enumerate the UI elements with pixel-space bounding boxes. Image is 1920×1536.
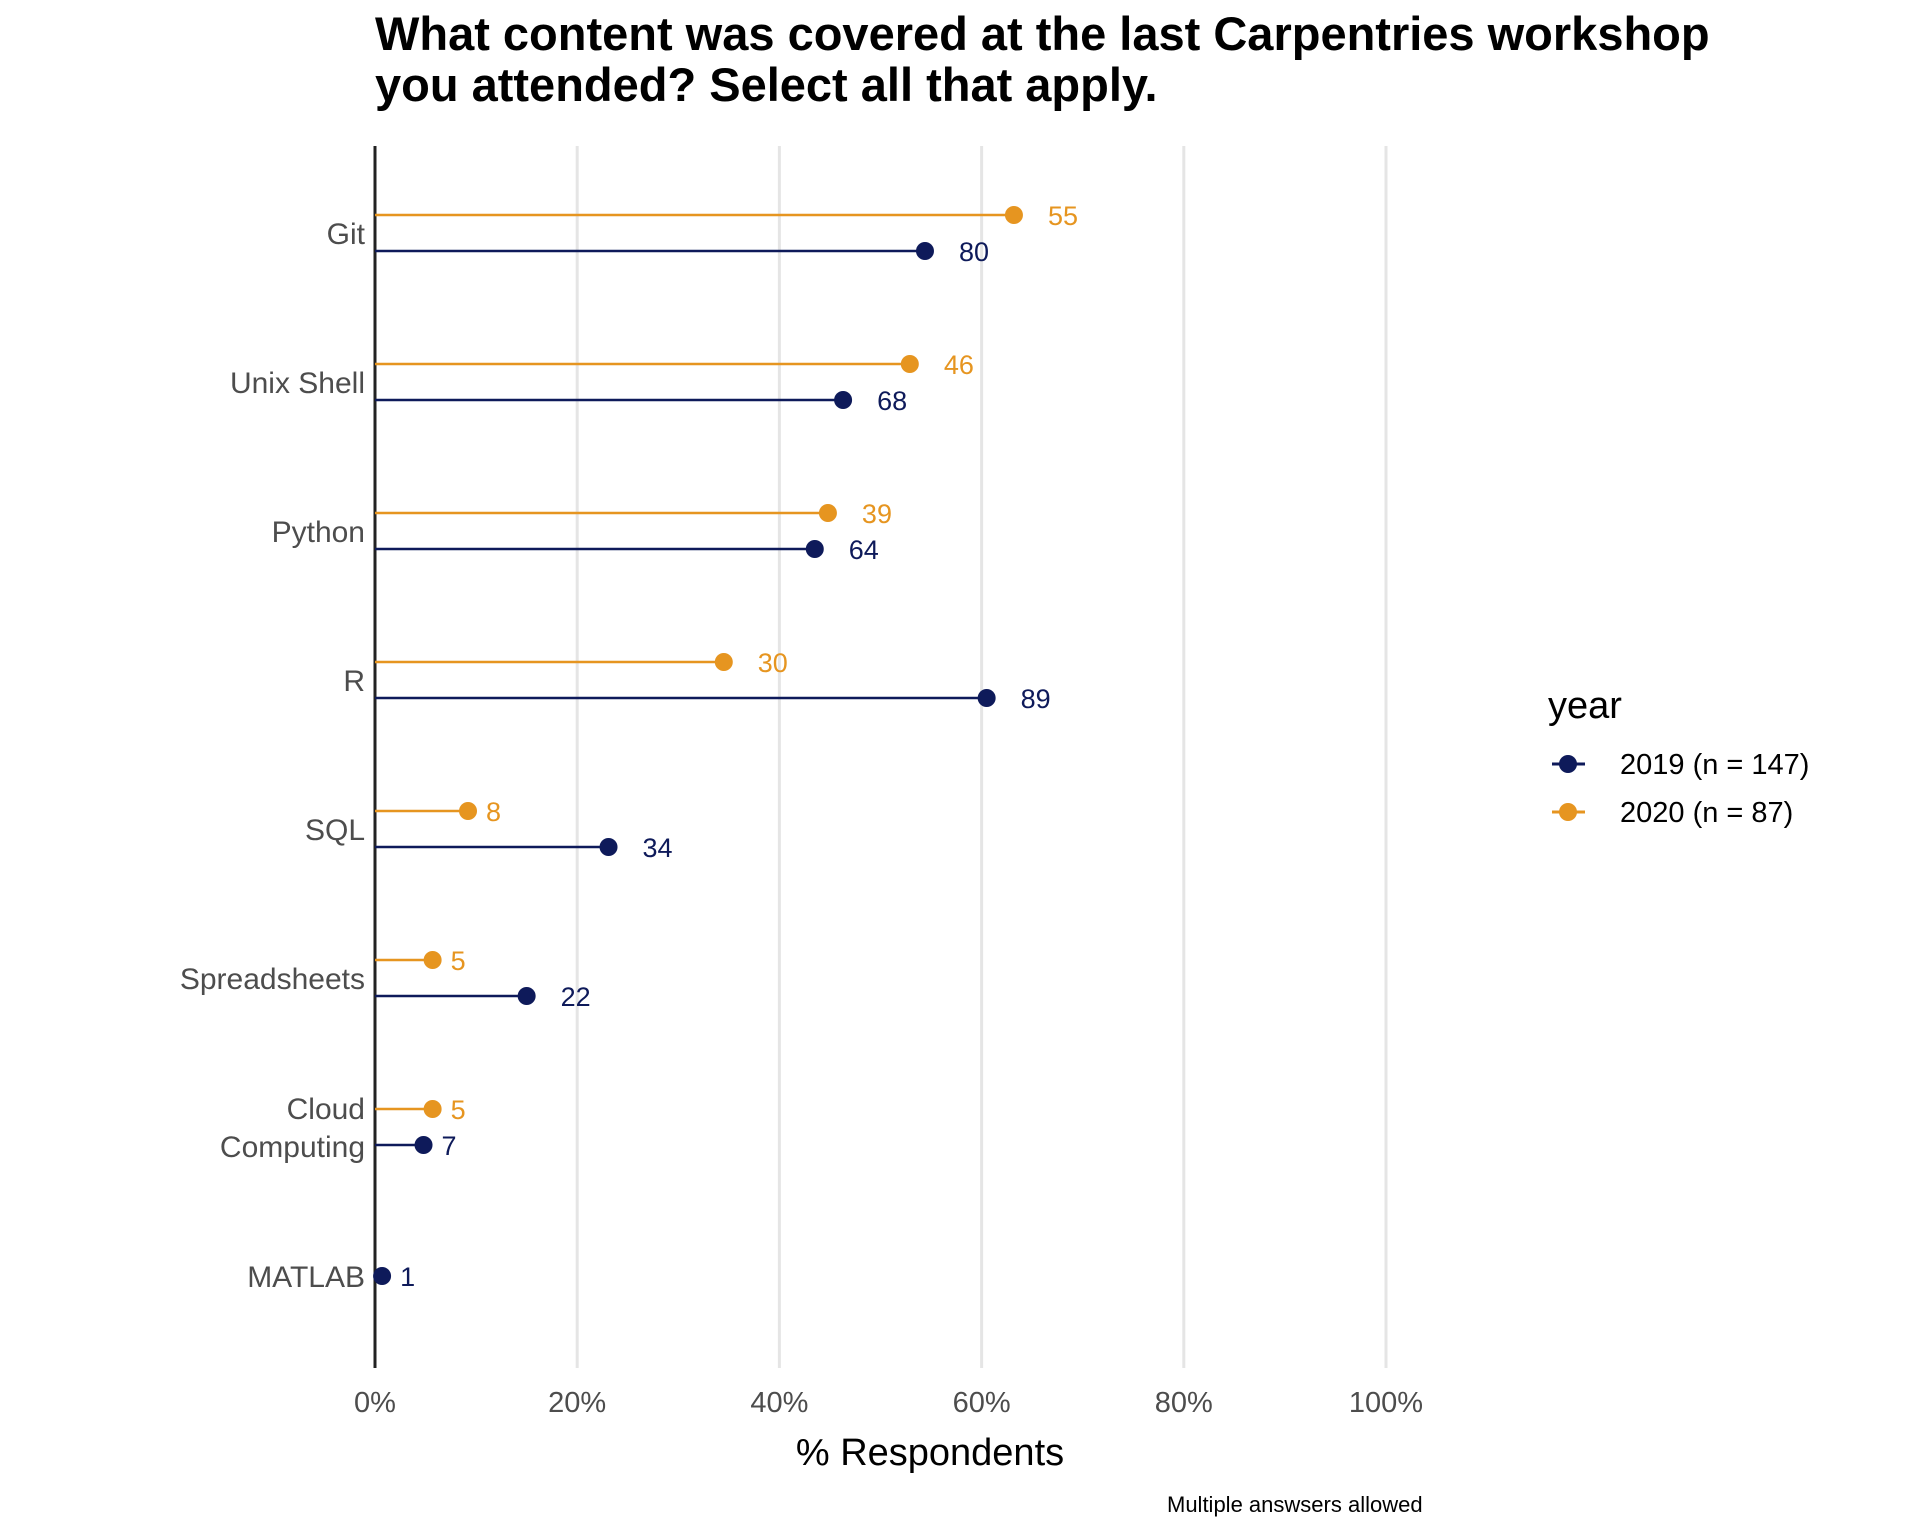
chart-title-line-2: you attended? Select all that apply. bbox=[375, 58, 1158, 111]
lollipop-point bbox=[915, 242, 934, 260]
count-label: 7 bbox=[442, 1131, 457, 1161]
count-label: 5 bbox=[451, 1095, 466, 1125]
legend-key-point bbox=[1559, 755, 1577, 773]
count-label: 80 bbox=[959, 237, 989, 267]
x-tick-label: 0% bbox=[354, 1387, 396, 1419]
category-label: Cloud bbox=[287, 1093, 365, 1126]
legend-title: year bbox=[1548, 685, 1622, 727]
lollipop-point bbox=[599, 838, 618, 856]
legend-label: 2019 (n = 147) bbox=[1620, 749, 1809, 781]
lollipop-point bbox=[1004, 206, 1023, 224]
lollipop-point bbox=[900, 355, 919, 373]
lollipop-point bbox=[714, 653, 733, 671]
lollipop-point bbox=[517, 987, 536, 1005]
count-label: 55 bbox=[1048, 201, 1078, 231]
x-tick-label: 100% bbox=[1349, 1387, 1423, 1419]
data-series: 55 80 46 68 39 64 30 89 8 34 5 22 5 7 1 bbox=[373, 201, 1078, 1292]
count-label: 39 bbox=[862, 499, 892, 529]
x-tick-label: 40% bbox=[750, 1387, 808, 1419]
lollipop-point bbox=[805, 540, 824, 558]
lollipop-point bbox=[459, 802, 478, 820]
count-label: 46 bbox=[944, 350, 974, 380]
category-label: Unix Shell bbox=[230, 367, 365, 400]
lollipop-point bbox=[423, 1100, 442, 1118]
category-label: Python bbox=[272, 516, 365, 549]
count-label: 64 bbox=[849, 535, 879, 565]
category-label: SQL bbox=[305, 814, 365, 847]
count-label: 1 bbox=[400, 1262, 415, 1292]
y-axis-categories: Git Unix Shell Python R SQL Spreadsheets Cloud… bbox=[180, 218, 366, 1294]
lollipop-point bbox=[834, 391, 853, 409]
category-label: Computing bbox=[220, 1131, 365, 1164]
category-label: MATLAB bbox=[247, 1261, 365, 1294]
count-label: 68 bbox=[877, 386, 907, 416]
x-axis-ticks: 0% 20% 40% 60% 80% 100% bbox=[354, 1387, 1423, 1419]
legend: year 2019 (n = 147) 2020 (n = 87) bbox=[1548, 685, 1809, 829]
lollipop-point bbox=[373, 1267, 392, 1285]
lollipop-point bbox=[414, 1136, 433, 1154]
count-label: 5 bbox=[451, 946, 466, 976]
category-label: Git bbox=[327, 218, 366, 251]
legend-label: 2020 (n = 87) bbox=[1620, 797, 1793, 829]
x-tick-label: 20% bbox=[548, 1387, 606, 1419]
lollipop-point bbox=[977, 689, 996, 707]
gridlines bbox=[575, 146, 1388, 1368]
count-label: 89 bbox=[1021, 684, 1051, 714]
lollipop-point bbox=[423, 951, 442, 969]
x-tick-label: 60% bbox=[953, 1387, 1011, 1419]
chart-caption: Multiple answsers allowed bbox=[1167, 1492, 1423, 1517]
x-axis-title: % Respondents bbox=[796, 1432, 1064, 1474]
lollipop-point bbox=[818, 504, 837, 522]
category-label: R bbox=[343, 665, 365, 698]
x-tick-label: 80% bbox=[1155, 1387, 1213, 1419]
count-label: 30 bbox=[758, 648, 788, 678]
chart-title-line-1: What content was covered at the last Car… bbox=[375, 7, 1710, 60]
count-label: 8 bbox=[486, 797, 501, 827]
count-label: 22 bbox=[561, 982, 591, 1012]
category-label: Spreadsheets bbox=[180, 963, 365, 996]
legend-key-point bbox=[1559, 803, 1577, 821]
count-label: 34 bbox=[643, 833, 673, 863]
